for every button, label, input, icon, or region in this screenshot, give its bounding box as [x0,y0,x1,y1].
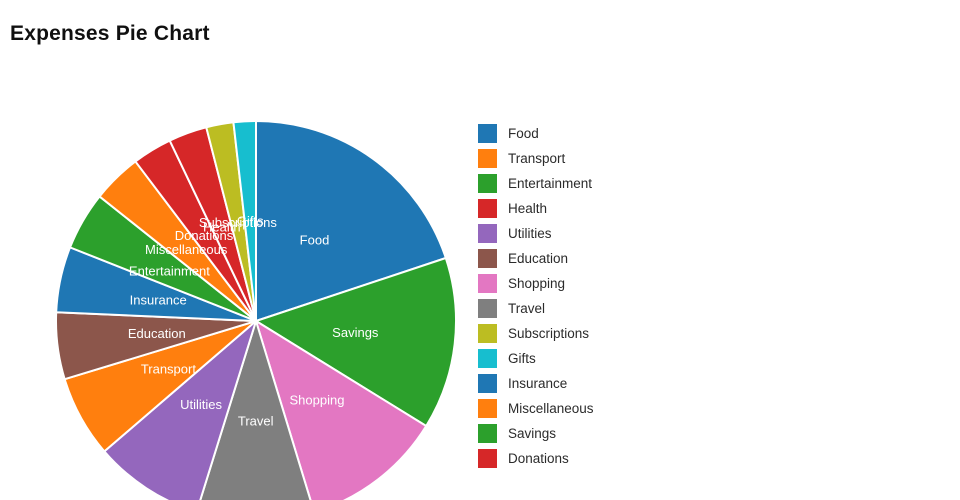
pie-slice-shopping[interactable] [255,320,428,500]
chart-title: Expenses Pie Chart [10,22,210,45]
legend-item-miscellaneous[interactable]: Miscellaneous [478,396,594,421]
legend-item-entertainment[interactable]: Entertainment [478,171,594,196]
legend-label: Insurance [508,376,568,391]
legend-label: Utilities [508,226,552,241]
slice-label-insurance: Insurance [130,293,187,308]
slice-label-health: Health [203,220,241,235]
pie-slice-gifts[interactable] [232,120,257,322]
legend-swatch-icon [478,299,497,318]
legend-label: Entertainment [508,176,593,191]
slice-label-savings: Savings [332,325,379,340]
legend-label: Gifts [508,351,536,366]
legend-swatch-icon [478,424,497,443]
legend-label: Health [508,201,548,216]
slice-label-utilities: Utilities [180,397,222,412]
legend-swatch-icon [478,449,497,468]
legend-item-shopping[interactable]: Shopping [478,271,594,296]
legend-swatch-icon [478,249,497,268]
slice-label-transport: Transport [141,362,197,377]
slice-label-miscellaneous: Miscellaneous [145,242,228,257]
legend-swatch-icon [478,324,497,343]
legend-swatch-icon [478,274,497,293]
legend-swatch-icon [478,224,497,243]
slice-label-education: Education [128,326,186,341]
legend-item-utilities[interactable]: Utilities [478,221,594,246]
legend-label: Donations [508,451,569,466]
legend-swatch-icon [478,174,497,193]
slice-label-donations: Donations [175,228,234,243]
legend-swatch-icon [478,149,497,168]
legend-item-gifts[interactable]: Gifts [478,346,594,371]
pie-slice-savings[interactable] [255,257,457,428]
legend-label: Miscellaneous [508,401,594,416]
legend-label: Transport [508,151,566,166]
legend-swatch-icon [478,399,497,418]
legend-label: Food [508,126,539,141]
legend-item-subscriptions[interactable]: Subscriptions [478,321,594,346]
legend-swatch-icon [478,349,497,368]
legend-swatch-icon [478,124,497,143]
legend-label: Savings [508,426,557,441]
legend-label: Shopping [508,276,566,291]
legend-item-transport[interactable]: Transport [478,146,594,171]
pie-slice-travel[interactable] [197,320,315,500]
legend-swatch-icon [478,199,497,218]
legend-label: Subscriptions [508,326,590,341]
legend-label: Education [508,251,569,266]
slice-label-entertainment: Entertainment [129,263,210,278]
slice-label-gifts: Gifts [237,214,264,229]
slice-label-subscriptions: Subscriptions [199,215,278,230]
pie-slice-food[interactable] [255,120,447,322]
legend-item-savings[interactable]: Savings [478,421,594,446]
legend-label: Travel [508,301,546,316]
pie-slice-utilities[interactable] [103,320,257,500]
legend-item-education[interactable]: Education [478,246,594,271]
legend-item-insurance[interactable]: Insurance [478,371,594,396]
legend-item-donations[interactable]: Donations [478,446,594,471]
legend-item-travel[interactable]: Travel [478,296,594,321]
legend-item-food[interactable]: Food [478,121,594,146]
legend-item-health[interactable]: Health [478,196,594,221]
legend: Food Transport Entertainment Health Utilitie… [478,121,594,471]
slice-label-food: Food [300,232,330,247]
legend-swatch-icon [478,374,497,393]
slice-label-shopping: Shopping [290,393,345,408]
slice-label-travel: Travel [238,414,274,429]
